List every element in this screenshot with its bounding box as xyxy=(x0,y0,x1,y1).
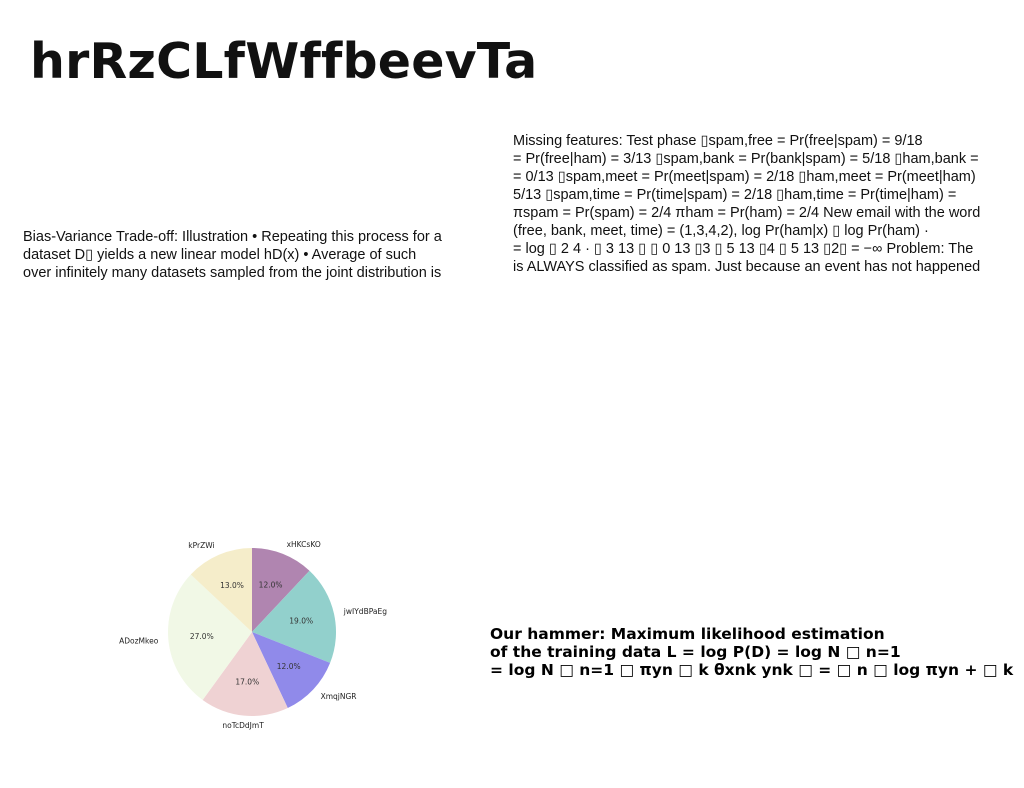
page-title: hrRzCLfWffbeevTa xyxy=(30,33,538,90)
missing-features-line: πspam = Pr(spam) = 2/4 πham = Pr(ham) = … xyxy=(513,205,981,221)
missing-features-line: 5/13 ▯spam,time = Pr(time|spam) = 2/18 ▯… xyxy=(513,187,957,203)
pie-slice xyxy=(202,632,288,717)
max-likelihood-line: = log N □ n=1 □ πyn □ k θxnk ynk □ = □ n… xyxy=(490,661,1014,679)
bias-variance-line: over infinitely many datasets sampled fr… xyxy=(23,265,442,281)
pie-slice xyxy=(252,570,336,663)
missing-features-line: is ALWAYS classified as spam. Just becau… xyxy=(513,259,981,275)
missing-features-paragraph: Missing features: Test phase ▯spam,free … xyxy=(513,132,1024,276)
pie-slice-percent: 12.0% xyxy=(259,581,283,590)
pie-chart-svg: 12.0% xHKCsKO 19.0% jwIYdBPaEg 12.0% XmqjNGR 1… xyxy=(119,540,387,730)
missing-features-line: = log ▯ 2 4 · ▯ 3 13 ▯ ▯ 0 13 ▯3 ▯ 5 13 … xyxy=(513,241,974,257)
pie-slice-label: xHKCsKO xyxy=(287,540,321,549)
pie-slice-label: XmqjNGR xyxy=(321,692,357,701)
pie-slice-percent: 13.0% xyxy=(220,581,244,590)
bias-variance-line: Bias-Variance Trade-off: Illustration • … xyxy=(23,229,442,245)
pie-slice xyxy=(252,632,331,709)
pie-slice-label: ADozMkeo xyxy=(119,636,159,645)
max-likelihood-paragraph: Our hammer: Maximum likelihood estimatio… xyxy=(490,625,1024,679)
pie-chart: 12.0% xHKCsKO 19.0% jwIYdBPaEg 12.0% XmqjNGR 1… xyxy=(110,520,400,750)
pie-slice-percent: 27.0% xyxy=(190,632,214,641)
pie-slice-label: jwIYdBPaEg xyxy=(343,607,387,616)
max-likelihood-line: of the training data L = log P(D) = log … xyxy=(490,643,901,661)
pie-slice xyxy=(252,548,310,632)
bias-variance-line: dataset D▯ yields a new linear model hD(… xyxy=(23,247,417,263)
missing-features-line: = Pr(free|ham) = 3/13 ▯spam,bank = Pr(ba… xyxy=(513,151,979,167)
pie-slice xyxy=(190,548,252,632)
pie-slice-percent: 17.0% xyxy=(235,678,259,687)
pie-slice-label: kPrZWi xyxy=(188,541,214,550)
pie-slice-percent: 19.0% xyxy=(289,617,313,626)
pie-slice-percent: 12.0% xyxy=(277,662,301,671)
missing-features-line: (free, bank, meet, time) = (1,3,4,2), lo… xyxy=(513,223,929,239)
pie-slice-label: noTcDdJmT xyxy=(222,721,264,730)
missing-features-line: Missing features: Test phase ▯spam,free … xyxy=(513,133,923,149)
pie-slice xyxy=(168,574,252,700)
bias-variance-paragraph: Bias-Variance Trade-off: Illustration • … xyxy=(23,228,442,282)
max-likelihood-line: Our hammer: Maximum likelihood estimatio… xyxy=(490,625,885,643)
missing-features-line: = 0/13 ▯spam,meet = Pr(meet|spam) = 2/18… xyxy=(513,169,976,185)
